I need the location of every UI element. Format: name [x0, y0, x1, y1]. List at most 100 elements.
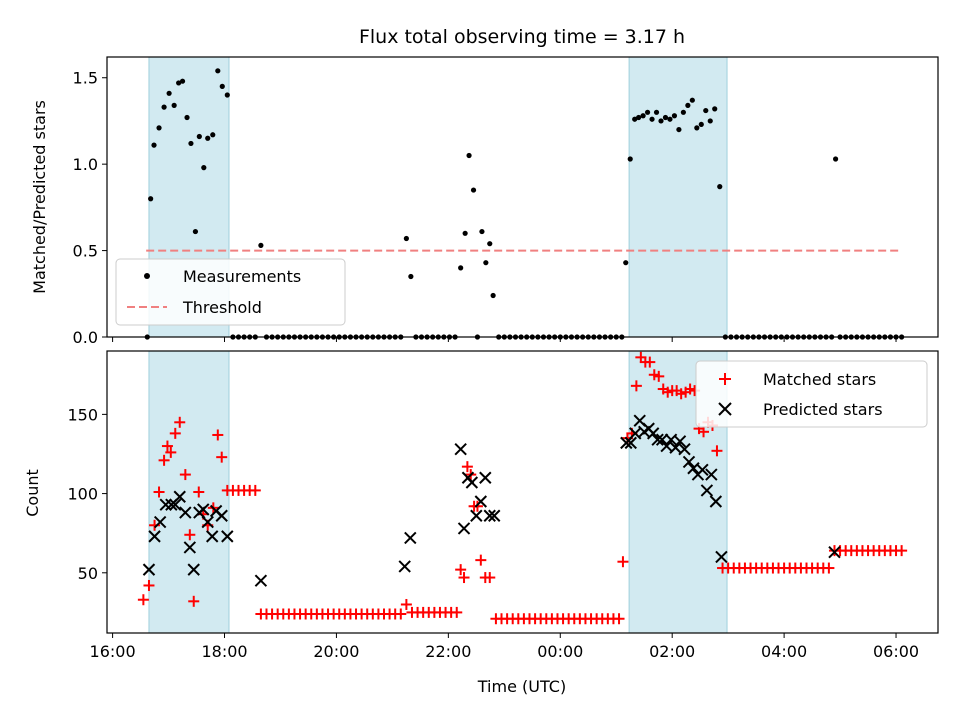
predicted-star-stroke [404, 531, 417, 545]
x-tick-label: 22:00 [425, 642, 471, 661]
predicted-star-point [169, 498, 182, 511]
legend-threshold-label: Threshold [182, 298, 262, 317]
matched-star-point [630, 380, 642, 392]
predicted-star-point [651, 433, 664, 446]
measurement-point [179, 78, 186, 84]
predicted-star-point [201, 515, 214, 529]
matched-star-point [711, 445, 723, 457]
predicted-star-stroke [142, 563, 156, 576]
predicted-star-stroke [479, 471, 492, 484]
predicted-star-stroke [470, 509, 483, 522]
bottom-legend-box [695, 360, 928, 428]
predicted-star-stroke [457, 522, 471, 535]
matched-star-point [158, 454, 170, 466]
predicted-stars-points [142, 414, 841, 587]
predicted-star-stroke [169, 498, 182, 511]
top-legend-box [115, 258, 346, 326]
bottom-axes-frame [106, 350, 939, 634]
predicted-star-stroke [205, 530, 219, 543]
measurement-point [201, 165, 207, 171]
predicted-star-stroke [254, 574, 268, 587]
predicted-star-stroke [483, 509, 496, 522]
measurement-point [210, 132, 216, 138]
matched-star-point [458, 572, 470, 584]
measurement-point [653, 109, 660, 115]
matched-star-point [698, 426, 710, 438]
x-tick-label: 06:00 [873, 642, 919, 661]
predicted-star-point [197, 503, 210, 516]
matched-star-point [143, 579, 155, 591]
predicted-star-point [646, 427, 660, 440]
predicted-star-point [474, 495, 488, 508]
predicted-star-stroke [828, 545, 841, 559]
predicted-star-stroke [197, 503, 210, 516]
measurement-point [458, 265, 464, 271]
matched-star-point [184, 529, 196, 541]
predicted-star-point [183, 541, 197, 554]
measurement-point [487, 241, 493, 247]
measurement-point [403, 235, 409, 242]
predicted-star-point [483, 509, 496, 522]
predicted-star-stroke [715, 550, 728, 564]
predicted-star-stroke [153, 515, 167, 529]
legend-measurements-marker [144, 273, 150, 279]
predicted-star-point [159, 498, 172, 511]
measurement-point [644, 109, 651, 115]
predicted-star-stroke [221, 530, 234, 543]
bottom-legend: Matched stars Predicted stars [695, 360, 928, 428]
x-tick-label: 02:00 [649, 642, 695, 661]
predicted-star-stroke [624, 436, 637, 450]
matched-star-point [400, 598, 412, 610]
measurement-point [196, 133, 202, 140]
predicted-star-stroke [696, 463, 709, 477]
predicted-star-point [153, 515, 167, 529]
measurement-point [640, 113, 646, 119]
matched-star-point [137, 594, 149, 606]
predicted-star-point [142, 563, 156, 576]
measurement-point [479, 228, 485, 235]
matched-star-point [475, 554, 487, 566]
measurement-point [623, 260, 629, 266]
predicted-star-stroke [173, 490, 186, 503]
measurement-point [184, 114, 190, 121]
predicted-star-stroke [646, 427, 660, 440]
predicted-star-stroke [673, 435, 687, 448]
top-y-ticks: 0.0 0.5 1.0 1.5 [73, 69, 107, 347]
matched-star-point [653, 370, 665, 382]
measurement-point [698, 121, 704, 128]
predicted-star-stroke [655, 433, 669, 446]
top-y-tick-label: 0.0 [73, 328, 98, 347]
predicted-star-point [620, 436, 633, 450]
predicted-star-point [221, 530, 234, 543]
predicted-star-point [696, 463, 709, 477]
predicted-star-point [173, 490, 186, 503]
matched-star-point [461, 461, 473, 473]
predicted-star-point [705, 468, 718, 481]
legend-matched-label: Matched stars [763, 370, 876, 389]
x-tick-label: 18:00 [201, 642, 247, 661]
legend-measurements-label: Measurements [183, 267, 301, 286]
matched-star-point [613, 613, 625, 625]
measurement-point [662, 114, 669, 121]
predicted-star-point [457, 522, 471, 535]
bottom-y-ticks: 50 100 150 [67, 405, 107, 583]
measurement-point [636, 114, 642, 121]
predicted-star-stroke [633, 414, 646, 427]
measurement-point [166, 90, 172, 96]
predicted-star-stroke [682, 455, 696, 469]
measurement-point [689, 97, 695, 103]
predicted-star-point [624, 436, 637, 450]
predicted-star-stroke [454, 443, 467, 456]
matched-star-point [455, 564, 467, 576]
top-x-ticks [112, 337, 897, 342]
predicted-star-stroke [709, 495, 723, 508]
measurement-point [224, 92, 230, 98]
matched-star-point [179, 469, 191, 481]
predicted-star-stroke [488, 509, 501, 522]
predicted-star-stroke [201, 515, 214, 529]
predicted-star-stroke [398, 560, 411, 573]
predicted-star-stroke [187, 563, 200, 576]
measurement-point [408, 273, 414, 280]
predicted-star-stroke [651, 433, 664, 446]
predicted-star-point [470, 509, 483, 522]
